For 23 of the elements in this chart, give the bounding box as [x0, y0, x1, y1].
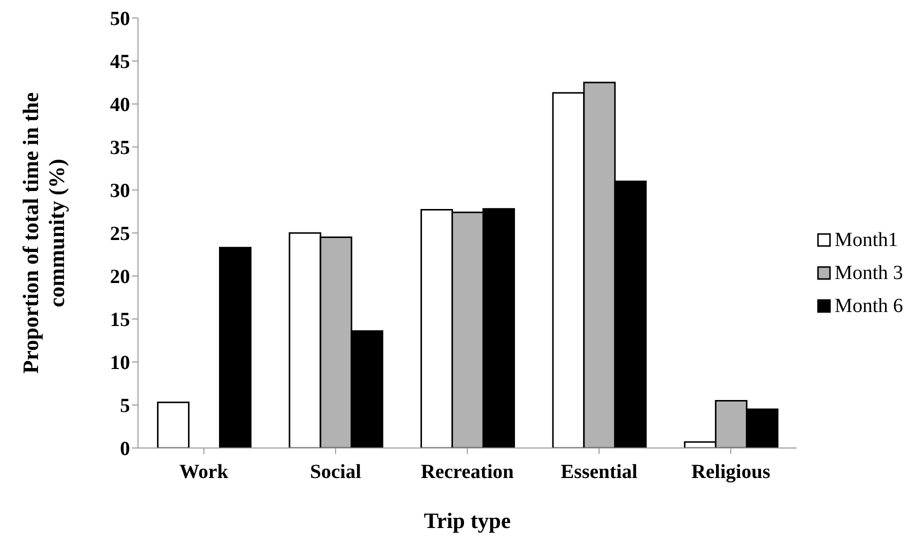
x-tick-label: Work	[179, 461, 230, 484]
y-tick-label: 20	[110, 266, 130, 288]
x-axis-title: Trip type	[424, 508, 512, 533]
bar	[219, 246, 252, 448]
x-tick-label: Religious	[691, 461, 770, 484]
y-tick-label: 35	[110, 137, 130, 160]
y-tick-label: 15	[110, 309, 130, 332]
y-tick-label: 40	[110, 94, 130, 116]
y-tick-label: 10	[110, 352, 130, 374]
x-tick-label: Social	[310, 461, 362, 484]
y-tick-label: 45	[110, 51, 130, 74]
y-tick-label: 25	[110, 223, 130, 246]
legend-label: Month1	[834, 228, 898, 252]
y-tick-label: 0	[120, 438, 130, 460]
legend-label: Month 6	[834, 294, 903, 318]
bar	[157, 402, 190, 448]
legend-label: Month 3	[834, 262, 903, 284]
y-tick-label: 5	[120, 395, 130, 418]
y-axis-title: Proportion of total time in the community (%)	[18, 92, 69, 374]
x-tick-label: Recreation	[420, 461, 514, 484]
y-tick-label: 50	[110, 8, 130, 30]
x-tick-label: Essential	[560, 461, 638, 484]
y-tick-label: 30	[110, 180, 130, 202]
